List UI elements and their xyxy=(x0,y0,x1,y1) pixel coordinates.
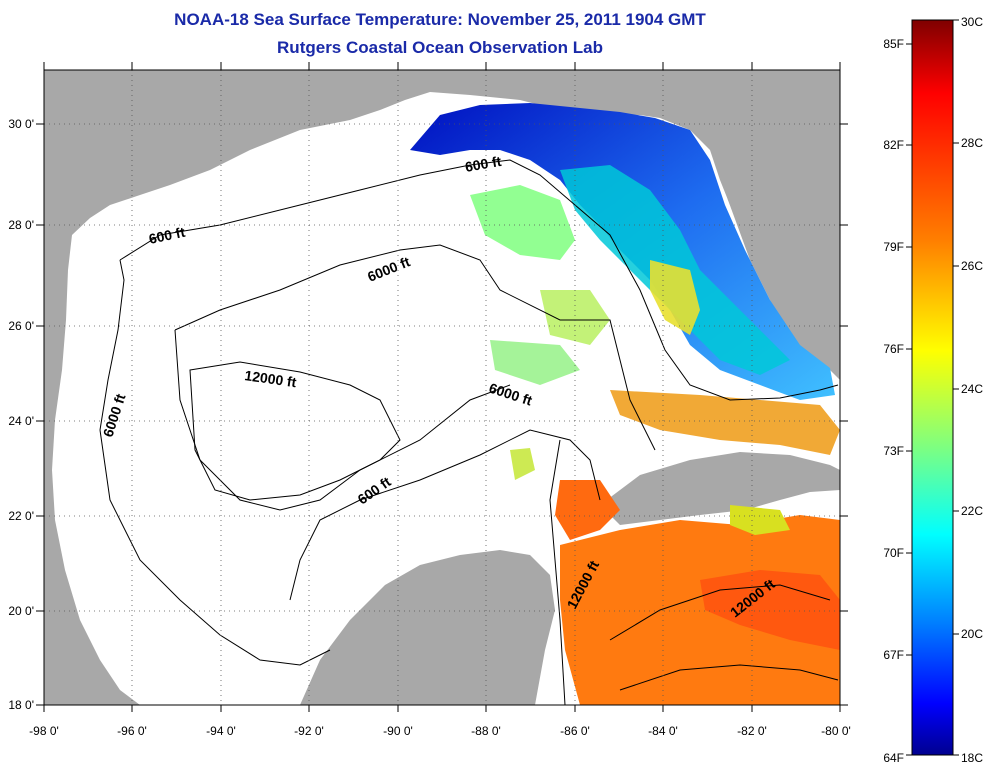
bathymetry-contours xyxy=(99,159,839,705)
lon-tick-label: -92 0' xyxy=(294,724,324,738)
lon-tick-label: -96 0' xyxy=(117,724,147,738)
colorbar-f-label: 64F xyxy=(883,751,904,765)
colorbar-c-label: 24C xyxy=(961,382,983,396)
lon-tick-label: -84 0' xyxy=(648,724,678,738)
lat-tick-label: 22 0' xyxy=(8,509,34,523)
graticule xyxy=(44,70,840,705)
colorbar-f-label: 85F xyxy=(883,37,904,51)
lat-tick-label: 24 0' xyxy=(8,414,34,428)
colorbar-c-label: 20C xyxy=(961,627,983,641)
colorbar-f-label: 70F xyxy=(883,546,904,560)
lon-tick-label: -90 0' xyxy=(383,724,413,738)
colorbar-f-label: 82F xyxy=(883,138,904,152)
colorbar-c-label: 22C xyxy=(961,504,983,518)
colorbar-f-label: 76F xyxy=(883,342,904,356)
colorbar-gradient xyxy=(911,19,954,756)
yucatan-peninsula xyxy=(300,550,555,705)
contour-label: 600 ft xyxy=(147,224,186,247)
map-frame xyxy=(43,69,841,706)
lon-tick-label: -94 0' xyxy=(206,724,236,738)
longitude-labels: -98 0' -96 0' -94 0' -92 0' -90 0' -88 0… xyxy=(29,724,851,738)
colorbar-f-label: 73F xyxy=(883,444,904,458)
axis-ticks xyxy=(36,62,848,712)
sst-observations xyxy=(410,103,840,705)
florida-peninsula xyxy=(700,90,840,365)
contour-label: 600 ft xyxy=(464,153,503,175)
colorbar-c-label: 26C xyxy=(961,259,983,273)
cuba-island xyxy=(600,452,840,525)
colorbar-c-label: 18C xyxy=(961,751,983,765)
lon-tick-label: -88 0' xyxy=(471,724,501,738)
latitude-labels: 18 0' 20 0' 22 0' 24 0' 26 0' 28 0' 30 0… xyxy=(8,117,34,712)
lon-tick-label: -80 0' xyxy=(821,724,851,738)
lat-tick-label: 30 0' xyxy=(8,117,34,131)
lon-tick-label: -82 0' xyxy=(737,724,767,738)
chart-title: NOAA-18 Sea Surface Temperature: Novembe… xyxy=(174,10,706,29)
contour-label: 12000 ft xyxy=(244,367,298,390)
lon-tick-label: -86 0' xyxy=(560,724,590,738)
colorbar-f-label: 79F xyxy=(883,240,904,254)
lat-tick-label: 26 0' xyxy=(8,319,34,333)
lat-tick-label: 18 0' xyxy=(8,698,34,712)
colorbar: 85F 82F 79F 76F 73F 70F 67F 64F 30C 28C … xyxy=(883,15,983,765)
chart-subtitle: Rutgers Coastal Ocean Observation Lab xyxy=(277,38,603,57)
lat-tick-label: 28 0' xyxy=(8,218,34,232)
lon-tick-label: -98 0' xyxy=(29,724,59,738)
colorbar-f-label: 67F xyxy=(883,648,904,662)
colorbar-c-label: 28C xyxy=(961,136,983,150)
colorbar-c-label: 30C xyxy=(961,15,983,29)
lat-tick-label: 20 0' xyxy=(8,604,34,618)
